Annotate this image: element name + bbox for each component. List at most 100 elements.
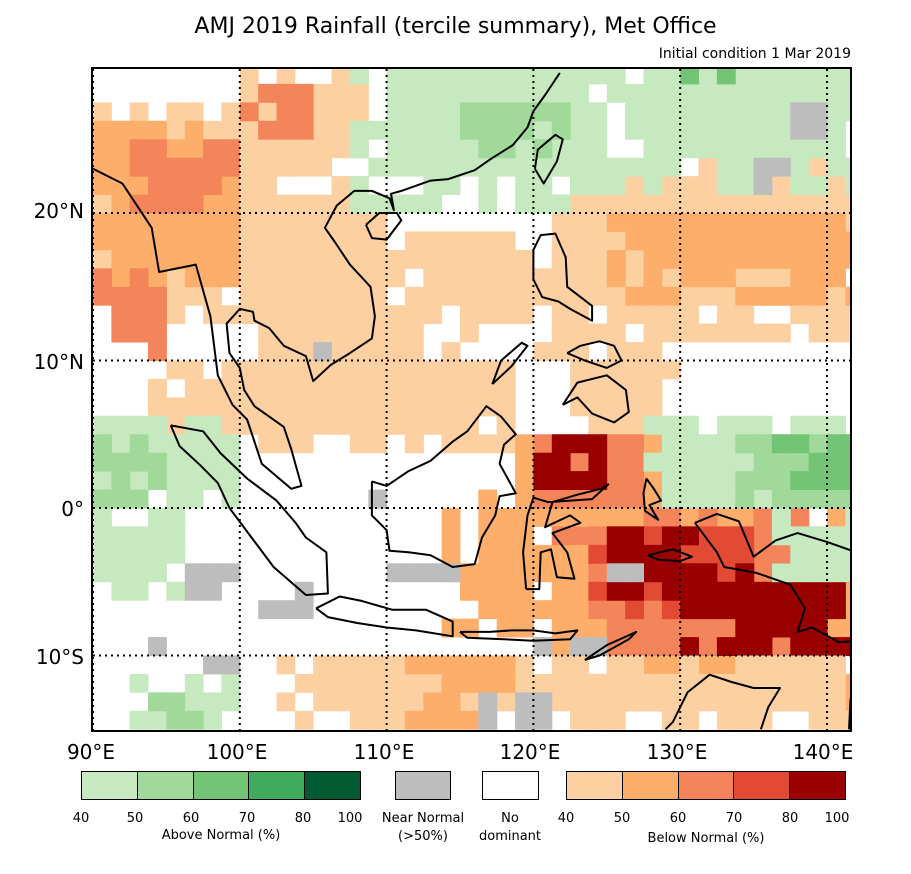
- grid-cell: [386, 139, 406, 159]
- grid-cell: [496, 563, 516, 583]
- grid-cell: [698, 434, 718, 454]
- grid-cell: [148, 378, 167, 398]
- grid-cell: [496, 286, 516, 306]
- grid-cell: [533, 176, 553, 195]
- grid-cell: [661, 323, 681, 343]
- grid-cell: [625, 120, 644, 140]
- grid-cell: [441, 397, 461, 417]
- grid-cell: [680, 526, 699, 546]
- grid-cell: [570, 102, 589, 122]
- grid-cell: [496, 249, 516, 269]
- grid-cell: [129, 323, 149, 343]
- grid-cell: [808, 452, 828, 472]
- grid-cell: [570, 69, 589, 85]
- grid-cell: [496, 378, 516, 398]
- grid-cell: [294, 194, 314, 214]
- grid-cell: [515, 69, 534, 85]
- grid-cell: [166, 157, 186, 177]
- grid-cell: [276, 342, 296, 361]
- grid-cell: [588, 139, 608, 159]
- grid-cell: [93, 102, 112, 122]
- grid-cell: [496, 655, 516, 675]
- grid-cell: [441, 710, 461, 730]
- grid-cell: [93, 231, 112, 251]
- grid-cell: [680, 83, 699, 103]
- grid-cell: [827, 69, 846, 85]
- grid-cell: [606, 83, 626, 103]
- grid-cell: [606, 176, 626, 195]
- region-near-normal: [148, 637, 167, 656]
- above-normal-tick: 70: [238, 811, 256, 826]
- region-below-normal-50-60: [404, 655, 516, 730]
- grid-cell: [790, 508, 810, 527]
- grid-cell: [93, 120, 112, 140]
- grid-cell: [606, 434, 626, 454]
- grid-cell: [533, 471, 553, 490]
- grid-cell: [716, 102, 736, 122]
- grid-cell: [698, 69, 718, 85]
- grid-cell: [661, 157, 681, 177]
- grid-cell: [827, 673, 846, 693]
- grid-cell: [735, 452, 755, 472]
- lon-label-140e: 140°E: [792, 740, 854, 764]
- grid-cell: [221, 305, 241, 325]
- grid-cell: [404, 286, 424, 306]
- grid-cell: [478, 102, 498, 122]
- grid-cell: [441, 176, 461, 195]
- grid-cell: [294, 378, 314, 398]
- grid-cell: [625, 581, 644, 601]
- grid-cell: [588, 434, 608, 454]
- grid-cell: [808, 489, 828, 509]
- grid-cell: [735, 194, 755, 214]
- lat-label-equator: 0°: [61, 497, 84, 521]
- grid-cell: [276, 415, 296, 435]
- grid-cell: [129, 452, 149, 472]
- grid-cell: [753, 600, 773, 620]
- region-above-normal-50-60: [93, 434, 167, 509]
- grid-cell: [753, 489, 773, 509]
- grid-cell: [294, 342, 314, 361]
- grid-cell: [643, 692, 663, 712]
- grid-cell: [661, 471, 681, 490]
- below-normal-tick: 40: [557, 811, 575, 826]
- grid-cell: [698, 452, 718, 472]
- grid-cell: [588, 637, 608, 656]
- above-normal-swatch-40-50: [82, 772, 138, 799]
- grid-cell: [148, 268, 167, 288]
- rainfall-map: [93, 69, 850, 730]
- grid-cell: [184, 452, 204, 472]
- grid-cell: [460, 692, 479, 712]
- grid-cell: [184, 194, 204, 214]
- grid-cell: [753, 655, 773, 675]
- grid-cell: [423, 249, 443, 269]
- grid-cell: [111, 213, 131, 232]
- above-normal-swatch-50-60: [137, 772, 194, 799]
- grid-cell: [808, 637, 828, 656]
- grid-cell: [203, 194, 222, 214]
- grid-cell: [606, 213, 626, 232]
- grid-cell: [625, 176, 644, 195]
- grid-cell: [845, 471, 850, 490]
- grid-cell: [827, 102, 846, 122]
- grid-cell: [93, 471, 112, 490]
- grid-cell: [661, 489, 681, 509]
- grid-cell: [606, 489, 626, 509]
- grid-cell: [845, 102, 850, 122]
- grid-cell: [148, 710, 167, 730]
- grid-cell: [129, 489, 149, 509]
- grid-cell: [111, 415, 131, 435]
- grid-cell: [184, 397, 204, 417]
- grid-cell: [386, 268, 406, 288]
- grid-cell: [404, 397, 424, 417]
- grid-cell: [203, 692, 222, 712]
- grid-cell: [515, 139, 534, 159]
- grid-cell: [827, 194, 846, 214]
- grid-cell: [808, 471, 828, 490]
- grid-cell: [790, 544, 810, 564]
- grid-cell: [129, 213, 149, 232]
- grid-cell: [771, 157, 791, 177]
- initial-condition-label: Initial condition 1 Mar 2019: [658, 46, 851, 62]
- grid-cell: [93, 286, 112, 306]
- grid-cell: [735, 471, 755, 490]
- grid-cell: [478, 544, 498, 564]
